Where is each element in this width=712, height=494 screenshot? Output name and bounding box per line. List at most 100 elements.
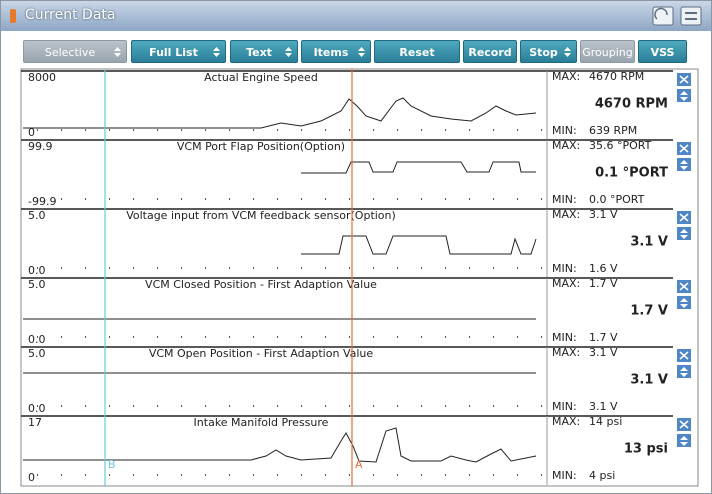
grid-dot <box>541 267 542 269</box>
grid-dot <box>445 198 446 200</box>
grid-dot <box>349 405 350 407</box>
grid-dot <box>373 129 374 131</box>
min-label: MIN: <box>552 400 577 413</box>
sort-button[interactable] <box>677 296 691 309</box>
grid-dot <box>205 336 206 338</box>
min-label: MIN: <box>552 331 577 344</box>
grid-dot <box>109 474 110 476</box>
grid-dot <box>181 336 182 338</box>
sort-arrows <box>680 436 688 446</box>
toolbar-button[interactable]: Stop <box>520 40 577 63</box>
min-value: 4 psi <box>589 469 615 482</box>
toolbar-button[interactable]: Grouping <box>580 40 635 63</box>
sort-button[interactable] <box>677 158 691 171</box>
close-button[interactable] <box>677 349 691 362</box>
max-value: 35.6 °PORT <box>589 139 652 152</box>
close-button[interactable] <box>677 418 691 431</box>
grid-dot <box>517 474 518 476</box>
grid-dot <box>397 129 398 131</box>
grid-dot <box>181 198 182 200</box>
grid-dot <box>445 267 446 269</box>
grid-dot <box>157 198 158 200</box>
close-x <box>679 420 689 429</box>
item-name: Intake Manifold Pressure <box>194 416 329 429</box>
grid-dot <box>37 129 38 131</box>
grid-dot <box>517 129 518 131</box>
toolbar-button[interactable]: VSS <box>638 40 687 63</box>
grid-dot <box>61 336 62 338</box>
toolbar-button[interactable]: Full List <box>131 40 226 63</box>
button-label: Stop <box>529 46 558 59</box>
grid-dot <box>85 267 86 269</box>
sort-bg <box>677 89 691 102</box>
sort-button[interactable] <box>677 434 691 447</box>
toolbar-button[interactable]: Text <box>230 40 298 63</box>
current-value: 1.7 V <box>630 304 668 319</box>
grid-dot <box>493 474 494 476</box>
grid-dot <box>349 129 350 131</box>
grid-dot <box>301 405 302 407</box>
grid-dot <box>85 474 86 476</box>
dropdown-icon <box>358 47 365 57</box>
sort-button[interactable] <box>677 365 691 378</box>
grid-dot <box>37 405 38 407</box>
button-label: Record <box>468 46 512 59</box>
grid-dot <box>157 129 158 131</box>
grid-dot <box>445 336 446 338</box>
max-value: 4670 RPM <box>589 70 644 83</box>
grid-dot <box>301 336 302 338</box>
grid-dot <box>85 405 86 407</box>
grid-dot <box>445 474 446 476</box>
close-button[interactable] <box>677 73 691 86</box>
grid-dot <box>421 198 422 200</box>
grid-dot <box>181 267 182 269</box>
grid-dot <box>205 198 206 200</box>
current-value: 13 psi <box>624 442 668 457</box>
grid-dot <box>277 198 278 200</box>
cursor-label: B <box>108 458 116 471</box>
grid-dot <box>277 267 278 269</box>
dropdown-icon <box>114 47 121 57</box>
grid-dot <box>325 198 326 200</box>
grid-dot <box>157 336 158 338</box>
grid-dot <box>109 129 110 131</box>
grid-dot <box>157 405 158 407</box>
sort-button[interactable] <box>677 89 691 102</box>
grid-dot <box>517 336 518 338</box>
grid-dot <box>517 405 518 407</box>
grid-dot <box>253 474 254 476</box>
grid-dot <box>301 129 302 131</box>
grid-dot <box>157 474 158 476</box>
graph-row: 5.0 0.0 Voltage input from VCM feedback se… <box>21 208 691 278</box>
graph-row: 5.0 0.0 VCM Closed Position - First Adapti… <box>21 277 691 347</box>
min-value: 0.0 °PORT <box>589 193 645 206</box>
sort-button[interactable] <box>677 227 691 240</box>
close-x <box>679 282 689 291</box>
graph-row: 5.0 0.0 VCM Open Position - First Adaption… <box>21 346 691 416</box>
close-button[interactable] <box>677 211 691 224</box>
grid-dot <box>373 198 374 200</box>
grid-dot <box>373 474 374 476</box>
grid-dot <box>37 198 38 200</box>
axis-top: 5.0 <box>28 278 46 291</box>
max-label: MAX: <box>552 70 580 83</box>
close-x <box>679 144 689 153</box>
toolbar-button[interactable]: Record <box>463 40 517 63</box>
cursor-label: A <box>355 458 363 471</box>
axis-bottom: 0.0 <box>28 402 46 415</box>
axis-bottom: 0 <box>28 471 35 484</box>
max-label: MAX: <box>552 277 580 290</box>
grid-dot <box>229 129 230 131</box>
grid-dot <box>421 129 422 131</box>
grid-dot <box>229 198 230 200</box>
max-value: 3.1 V <box>589 346 618 359</box>
close-x <box>679 351 689 360</box>
grid-dot <box>325 129 326 131</box>
grid-dot <box>61 198 62 200</box>
close-button[interactable] <box>677 280 691 293</box>
close-button[interactable] <box>677 142 691 155</box>
min-label: MIN: <box>552 262 577 275</box>
grid-dot <box>397 198 398 200</box>
grid-dot <box>61 267 62 269</box>
